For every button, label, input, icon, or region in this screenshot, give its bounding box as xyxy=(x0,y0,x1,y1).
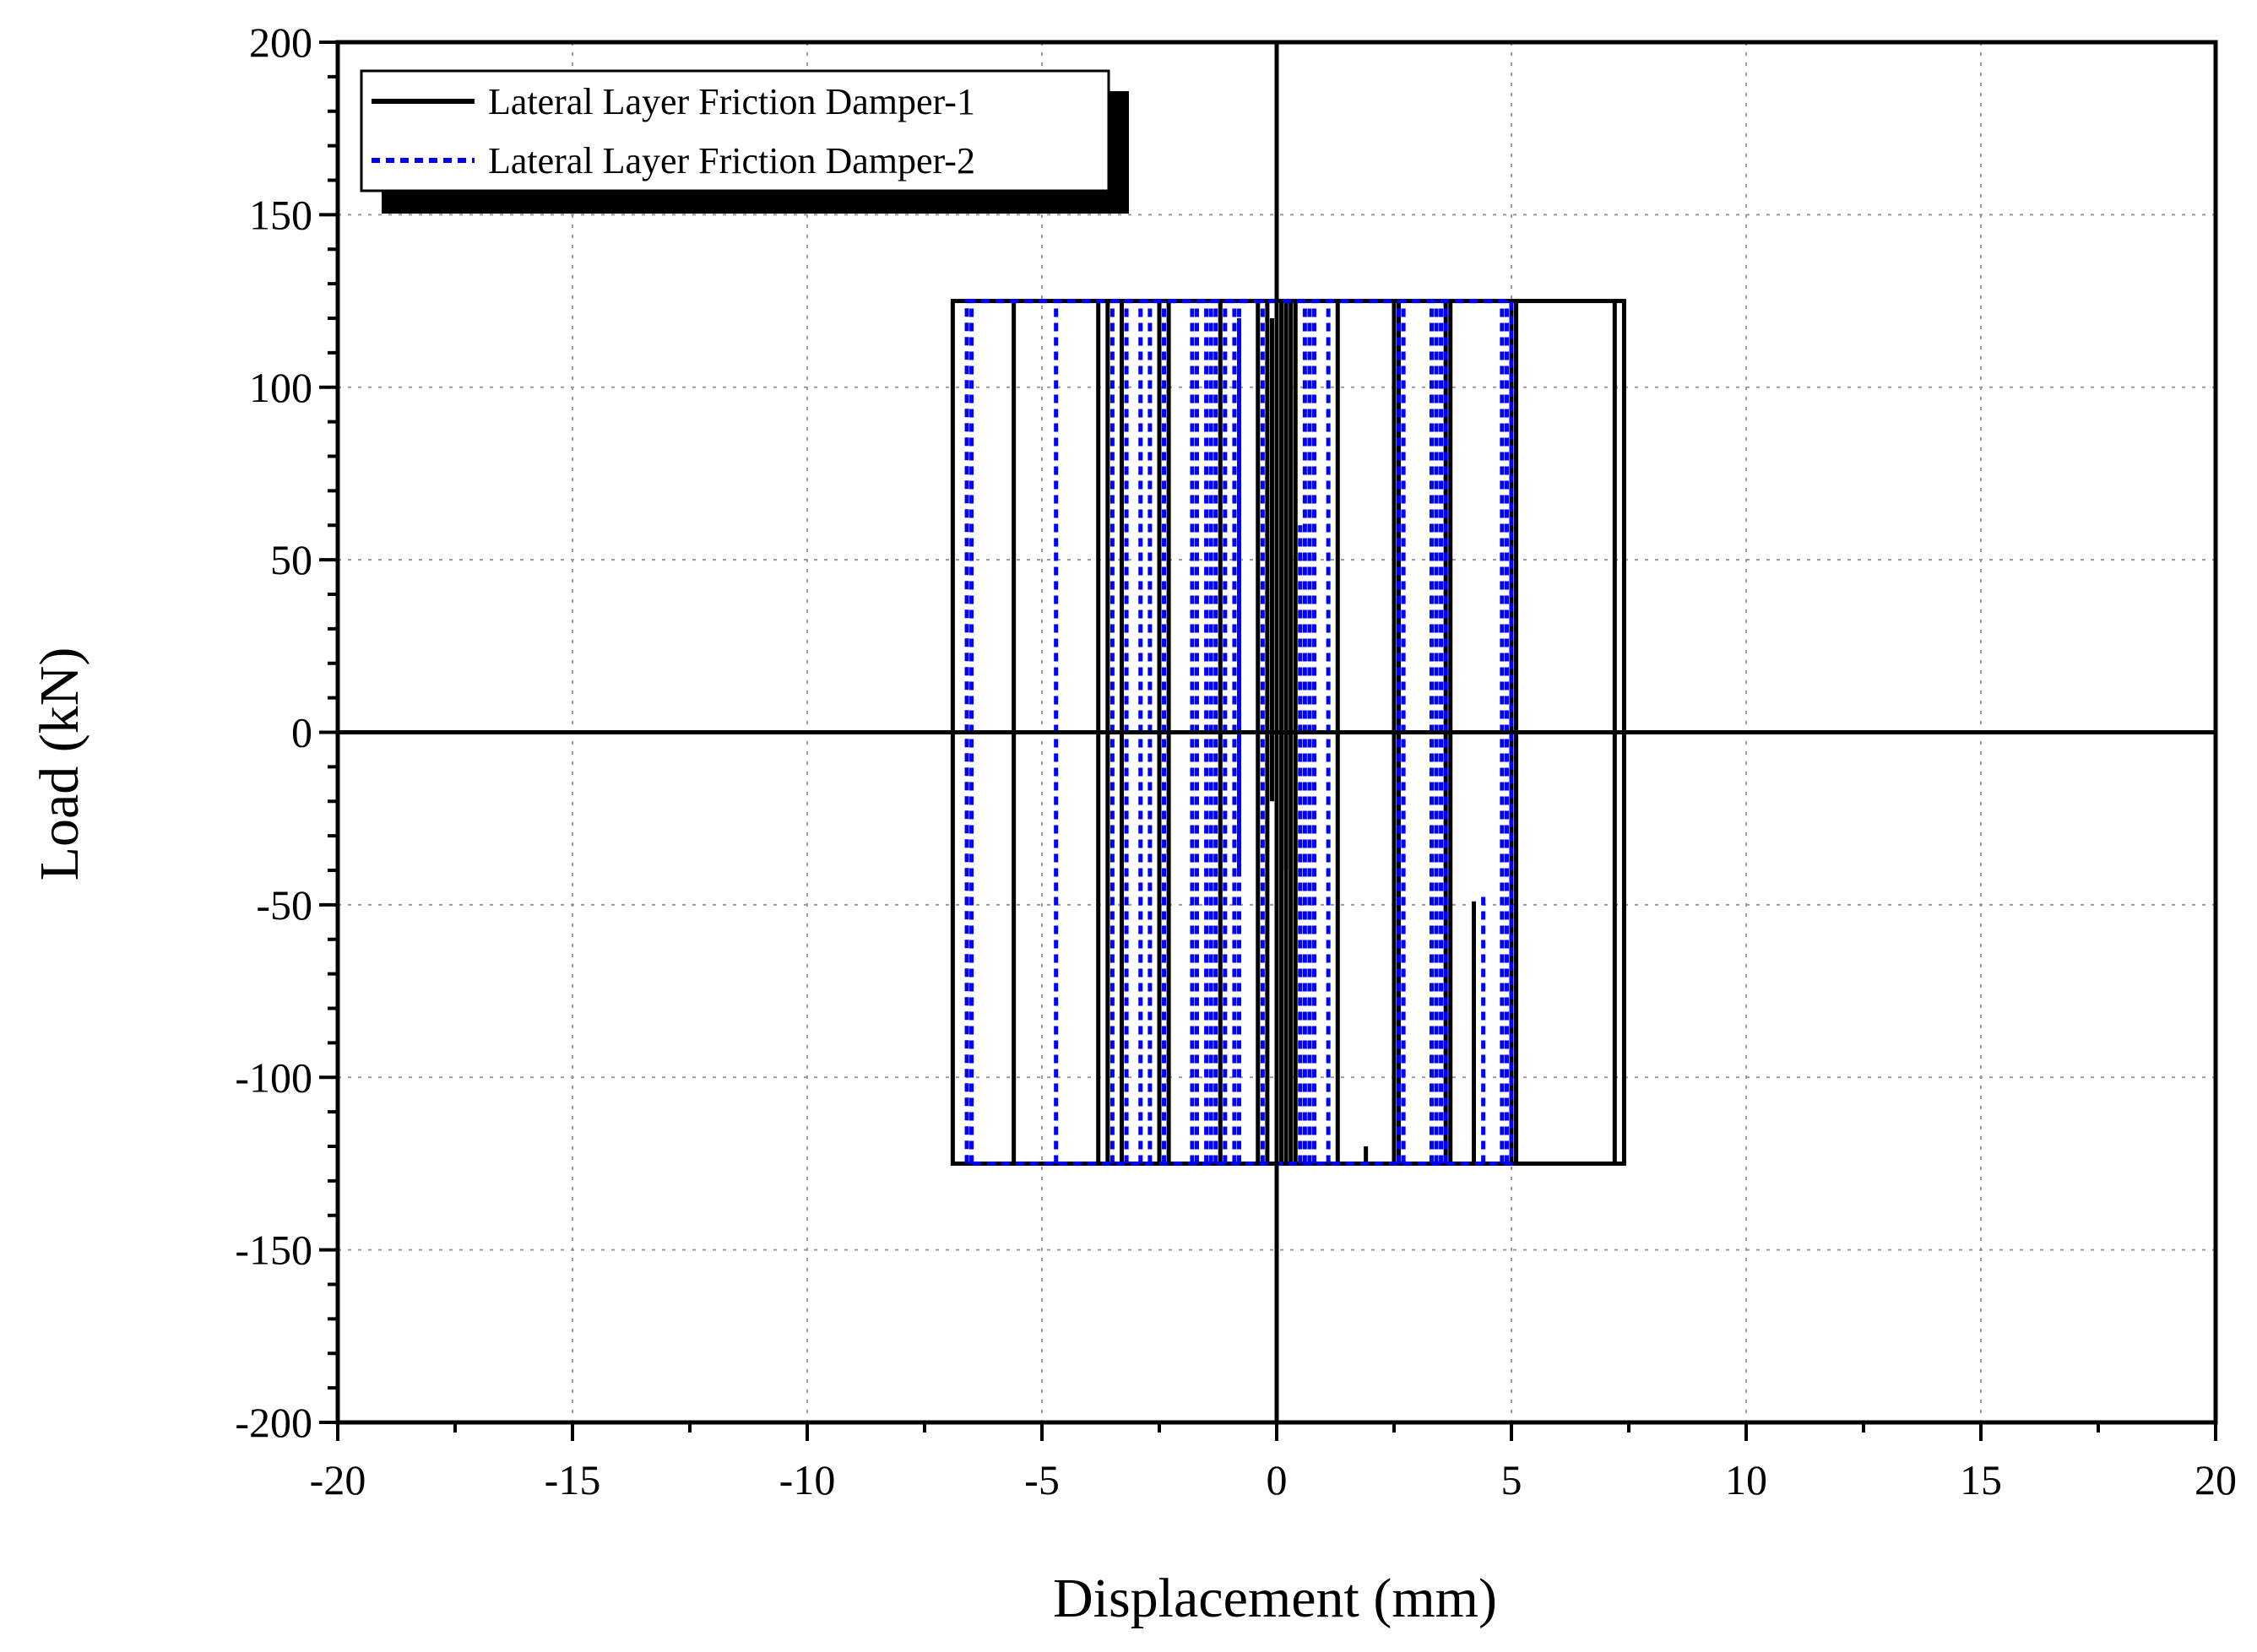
x-tick-label: -5 xyxy=(1024,1456,1060,1503)
x-tick-label: 0 xyxy=(1267,1456,1288,1503)
y-tick-label: 150 xyxy=(249,191,312,238)
y-tick-label: 0 xyxy=(291,709,312,756)
tick-marks xyxy=(319,41,2217,1441)
x-tick-label: -20 xyxy=(310,1456,366,1503)
x-tick-label: 15 xyxy=(1960,1456,2002,1503)
x-tick-label: 10 xyxy=(1725,1456,1767,1503)
legend-label-damper-2: Lateral Layer Friction Damper-2 xyxy=(488,140,975,181)
legend-label-damper-1: Lateral Layer Friction Damper-1 xyxy=(488,81,975,122)
y-tick-label: 100 xyxy=(249,364,312,411)
x-tick-label: 5 xyxy=(1501,1456,1522,1503)
x-tick-labels: -20 -15 -10 -5 0 5 10 15 20 xyxy=(310,1456,2237,1503)
legend: Lateral Layer Friction Damper-1 Lateral … xyxy=(360,69,1129,214)
y-tick-label: -150 xyxy=(235,1227,312,1274)
x-tick-label: 20 xyxy=(2195,1456,2237,1503)
y-tick-label: 200 xyxy=(249,19,312,66)
y-tick-label: -50 xyxy=(256,881,312,929)
y-tick-label: 50 xyxy=(270,536,312,583)
x-tick-label: -10 xyxy=(779,1456,836,1503)
y-axis-title: Load (kN) xyxy=(29,647,90,881)
x-axis-title: Displacement (mm) xyxy=(1053,1568,1497,1629)
y-tick-labels: 200 150 100 50 0 -50 -100 -150 -200 xyxy=(235,19,312,1446)
y-tick-label: -200 xyxy=(235,1399,312,1446)
legend-box xyxy=(360,69,1110,192)
x-tick-label: -15 xyxy=(545,1456,601,1503)
axes-layer xyxy=(335,40,2218,1425)
y-tick-label: -100 xyxy=(235,1053,312,1101)
